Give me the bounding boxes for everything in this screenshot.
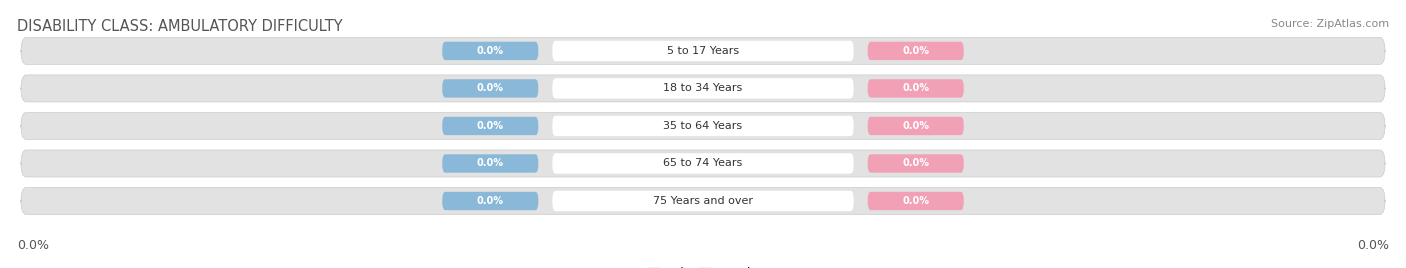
FancyBboxPatch shape <box>868 192 963 210</box>
FancyBboxPatch shape <box>868 42 963 60</box>
Text: 0.0%: 0.0% <box>477 46 503 56</box>
FancyBboxPatch shape <box>443 79 538 98</box>
Legend: Male, Female: Male, Female <box>643 263 763 268</box>
FancyBboxPatch shape <box>868 117 963 135</box>
Text: 5 to 17 Years: 5 to 17 Years <box>666 46 740 56</box>
Text: Source: ZipAtlas.com: Source: ZipAtlas.com <box>1271 19 1389 29</box>
Text: 0.0%: 0.0% <box>477 83 503 94</box>
FancyBboxPatch shape <box>21 38 1385 64</box>
Text: 0.0%: 0.0% <box>903 121 929 131</box>
Text: 18 to 34 Years: 18 to 34 Years <box>664 83 742 94</box>
Text: 75 Years and over: 75 Years and over <box>652 196 754 206</box>
FancyBboxPatch shape <box>868 79 963 98</box>
FancyBboxPatch shape <box>553 78 853 99</box>
Text: 0.0%: 0.0% <box>903 83 929 94</box>
Text: 0.0%: 0.0% <box>477 121 503 131</box>
Text: 0.0%: 0.0% <box>477 196 503 206</box>
FancyBboxPatch shape <box>443 192 538 210</box>
Text: 0.0%: 0.0% <box>1357 239 1389 252</box>
Text: 0.0%: 0.0% <box>17 239 49 252</box>
FancyBboxPatch shape <box>443 154 538 173</box>
FancyBboxPatch shape <box>868 154 963 173</box>
FancyBboxPatch shape <box>443 42 538 60</box>
FancyBboxPatch shape <box>553 116 853 136</box>
FancyBboxPatch shape <box>553 40 853 61</box>
Text: 0.0%: 0.0% <box>903 158 929 169</box>
Text: 0.0%: 0.0% <box>903 46 929 56</box>
FancyBboxPatch shape <box>553 191 853 211</box>
FancyBboxPatch shape <box>21 188 1385 214</box>
FancyBboxPatch shape <box>21 150 1385 177</box>
FancyBboxPatch shape <box>553 153 853 174</box>
Text: 0.0%: 0.0% <box>903 196 929 206</box>
Text: DISABILITY CLASS: AMBULATORY DIFFICULTY: DISABILITY CLASS: AMBULATORY DIFFICULTY <box>17 19 343 34</box>
FancyBboxPatch shape <box>21 113 1385 139</box>
Text: 35 to 64 Years: 35 to 64 Years <box>664 121 742 131</box>
Text: 65 to 74 Years: 65 to 74 Years <box>664 158 742 169</box>
FancyBboxPatch shape <box>443 117 538 135</box>
FancyBboxPatch shape <box>21 75 1385 102</box>
Text: 0.0%: 0.0% <box>477 158 503 169</box>
